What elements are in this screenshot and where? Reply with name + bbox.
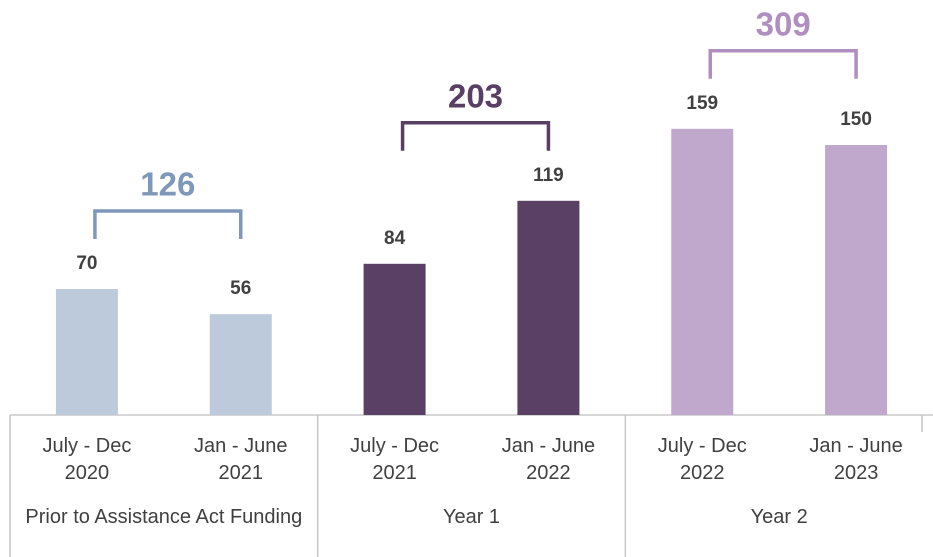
bracket <box>708 49 858 79</box>
x-tick-label: Jan - June 2023 <box>809 435 902 484</box>
value-label: 70 <box>76 253 97 274</box>
group-total: 126 <box>140 166 195 203</box>
bar <box>55 289 118 415</box>
x-tick-label: Jan - June 2022 <box>502 435 595 484</box>
bar <box>209 314 272 415</box>
value-label: 159 <box>686 93 718 114</box>
group-label: Prior to Assistance Act Funding <box>25 506 302 528</box>
bracket <box>400 121 551 151</box>
x-tick-label: July - Dec 2021 <box>350 435 439 484</box>
group-label: Year 1 <box>443 506 500 528</box>
value-label: 84 <box>384 228 406 249</box>
bar <box>517 200 580 415</box>
value-label: 150 <box>840 109 872 130</box>
value-label: 119 <box>533 165 564 186</box>
x-tick-label: July - Dec 2022 <box>658 435 747 484</box>
bar <box>363 263 426 415</box>
group-label: Year 2 <box>751 506 808 528</box>
bracket <box>93 209 243 239</box>
group-total: 309 <box>756 6 811 43</box>
x-tick-label: July - Dec 2020 <box>42 435 131 484</box>
bar <box>671 128 734 416</box>
bar <box>825 145 888 415</box>
value-label: 56 <box>230 278 251 299</box>
x-tick-label: Jan - June 2021 <box>194 435 287 484</box>
group-total: 203 <box>448 78 503 115</box>
